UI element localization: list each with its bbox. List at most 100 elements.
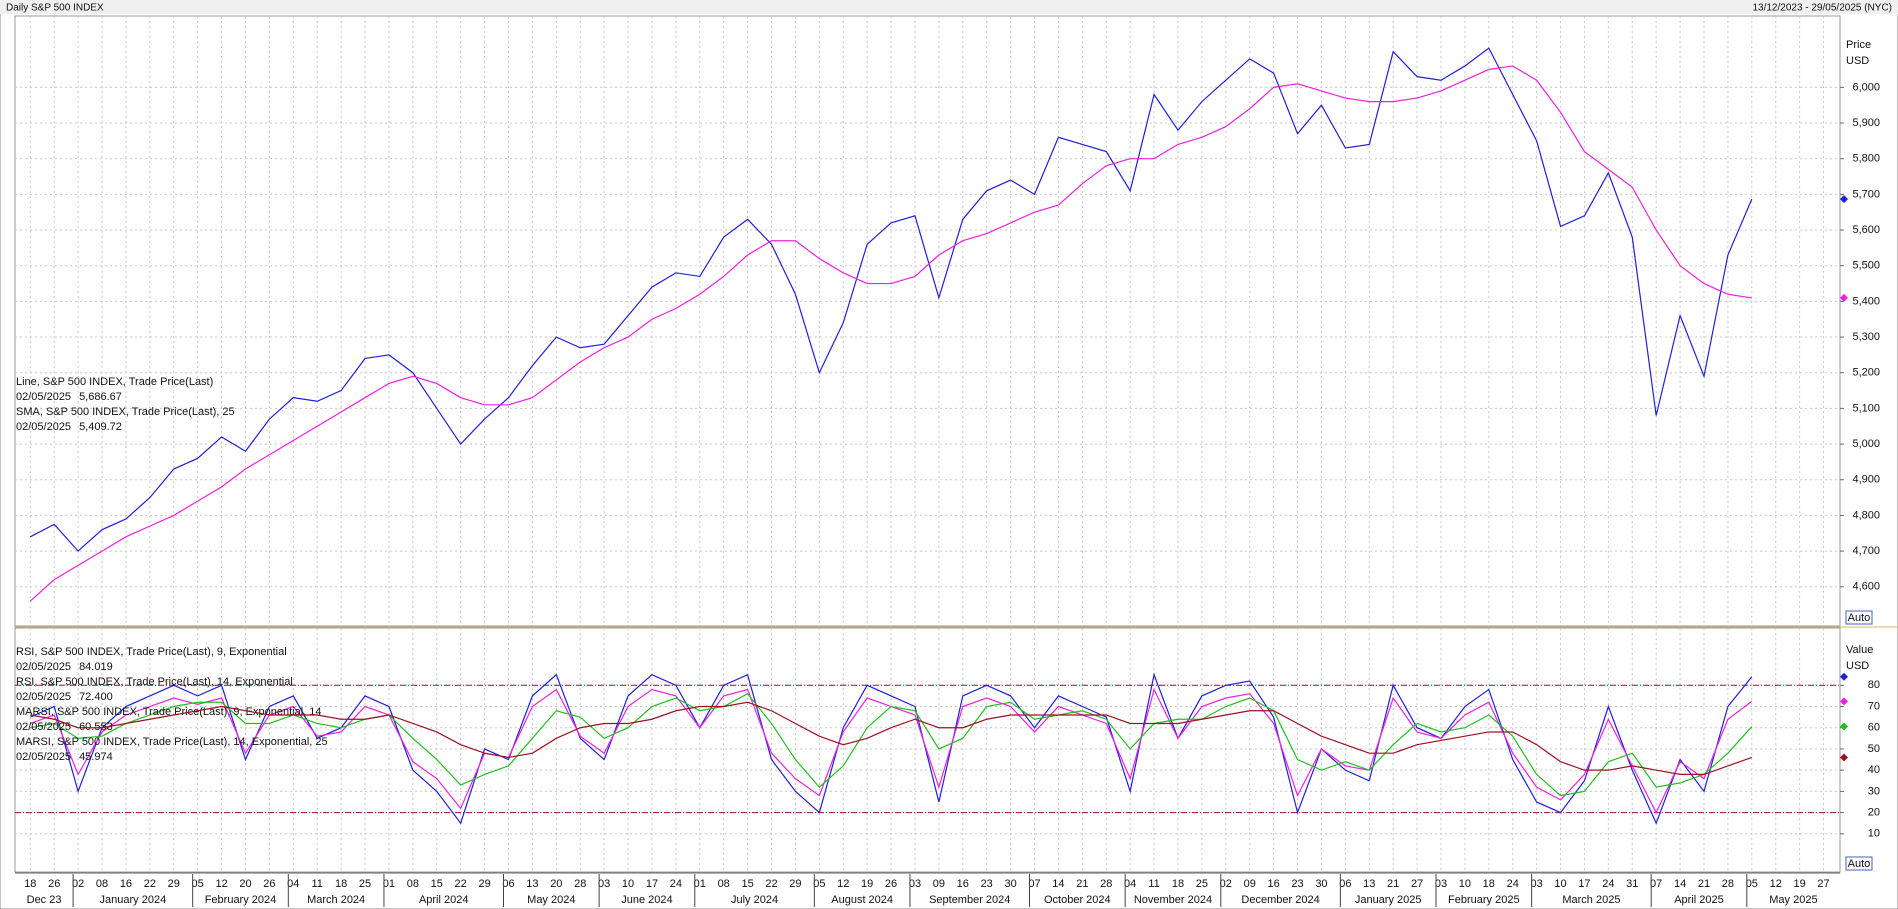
- month-label: Dec 23: [27, 894, 62, 906]
- legend-value: 02/05/2025 5,686.67: [16, 391, 122, 403]
- x-tick-label: 26: [48, 878, 60, 890]
- price-panel: [14, 15, 1841, 627]
- x-tick-label: 19: [861, 878, 873, 890]
- x-tick-label: 17: [646, 878, 658, 890]
- auto-button[interactable]: [1845, 610, 1873, 625]
- x-tick-label: 08: [96, 878, 108, 890]
- legend-value: 02/05/2025 60.553: [16, 721, 113, 733]
- legend-value: 02/05/2025 84.019: [16, 661, 113, 673]
- x-tick-label: 08: [718, 878, 730, 890]
- y-tick-label: 60: [1868, 722, 1880, 734]
- month-label: January 2024: [100, 894, 167, 906]
- x-tick-label: 20: [239, 878, 251, 890]
- legend-name: Line, S&P 500 INDEX, Trade Price(Last): [16, 376, 213, 388]
- month-label: September 2024: [929, 894, 1010, 906]
- x-tick-label: 29: [789, 878, 801, 890]
- legend-last: 45.974: [79, 751, 113, 763]
- x-tick-label: 03: [909, 878, 921, 890]
- x-tick-label: 15: [431, 878, 443, 890]
- legend-value: 02/05/2025 45.974: [16, 751, 113, 763]
- x-tick-label: 22: [765, 878, 777, 890]
- month-label: February 2025: [1448, 894, 1520, 906]
- legend-last: 72.400: [79, 691, 113, 703]
- auto-button-label[interactable]: Auto: [1848, 858, 1871, 870]
- x-tick-label: 21: [1698, 878, 1710, 890]
- x-tick-label: 16: [957, 878, 969, 890]
- month-label: January 2025: [1355, 894, 1422, 906]
- y-tick-label: 5,800: [1852, 153, 1880, 165]
- y-tick-label: 5,600: [1852, 224, 1880, 236]
- last-value-marker: [1840, 753, 1848, 762]
- x-tick-label: 21: [1076, 878, 1088, 890]
- x-tick-label: 22: [144, 878, 156, 890]
- series-line: [30, 47, 1753, 552]
- y-tick-label: 50: [1868, 743, 1880, 755]
- x-tick-label: 08: [407, 878, 419, 890]
- x-tick-label: 09: [1244, 878, 1256, 890]
- legend-name: RSI, S&P 500 INDEX, Trade Price(Last), 1…: [16, 676, 293, 688]
- y-tick-label: 80: [1868, 679, 1880, 691]
- y-axis-label: Price: [1846, 39, 1871, 51]
- x-tick-label: 12: [837, 878, 849, 890]
- x-tick-label: 02: [1220, 878, 1232, 890]
- x-tick-label: 18: [24, 878, 36, 890]
- month-label: December 2024: [1241, 894, 1319, 906]
- x-tick-label: 11: [312, 878, 323, 890]
- x-tick-label: 07: [1650, 878, 1662, 890]
- x-tick-label: 14: [1052, 878, 1064, 890]
- x-tick-label: 01: [383, 878, 395, 890]
- y-tick-label: 30: [1868, 785, 1880, 797]
- x-tick-label: 02: [72, 878, 84, 890]
- x-tick-label: 04: [1124, 878, 1136, 890]
- x-tick-label: 28: [1722, 878, 1734, 890]
- legend-last: 5,409.72: [79, 421, 122, 433]
- x-tick-label: 16: [120, 878, 132, 890]
- y-tick-label: 40: [1868, 764, 1880, 776]
- y-tick-label: 5,500: [1852, 260, 1880, 272]
- y-tick-label: 5,400: [1852, 295, 1880, 307]
- x-tick-label: 20: [550, 878, 562, 890]
- legend-date: 02/05/2025: [16, 661, 71, 673]
- x-tick-label: 06: [502, 878, 514, 890]
- x-tick-label: 16: [1267, 878, 1279, 890]
- y-tick-label: 5,000: [1852, 438, 1880, 450]
- legend-name: MARSI, S&P 500 INDEX, Trade Price(Last),…: [16, 736, 328, 748]
- legend-date: 02/05/2025: [16, 421, 71, 433]
- month-label: November 2024: [1134, 894, 1212, 906]
- y-tick-label: 70: [1868, 700, 1880, 712]
- x-tick-label: 30: [1315, 878, 1327, 890]
- auto-button[interactable]: [1845, 856, 1873, 871]
- legend-date: 02/05/2025: [16, 391, 71, 403]
- month-label: March 2024: [307, 894, 365, 906]
- x-tick-label: 26: [263, 878, 275, 890]
- x-tick-label: 31: [1626, 878, 1638, 890]
- month-label: April 2024: [419, 894, 469, 906]
- x-tick-label: 23: [1291, 878, 1303, 890]
- x-tick-label: 30: [1004, 878, 1016, 890]
- x-tick-label: 28: [574, 878, 586, 890]
- month-label: October 2024: [1044, 894, 1111, 906]
- x-tick-label: 15: [741, 878, 753, 890]
- x-tick-label: 14: [1674, 878, 1686, 890]
- indicator-panel: [14, 627, 1841, 873]
- x-tick-label: 05: [813, 878, 825, 890]
- legend-name: MARSI, S&P 500 INDEX, Trade Price(Last),…: [16, 706, 322, 718]
- series-line: [29, 65, 1752, 602]
- x-tick-label: 29: [168, 878, 180, 890]
- x-tick-label: 22: [455, 878, 467, 890]
- y-tick-label: 6,000: [1852, 81, 1880, 93]
- y-tick-label: 4,900: [1852, 474, 1880, 486]
- y-tick-label: 5,700: [1852, 188, 1880, 200]
- x-tick-label: 04: [287, 878, 299, 890]
- x-tick-label: 13: [526, 878, 538, 890]
- x-tick-label: 03: [1435, 878, 1447, 890]
- auto-button-label[interactable]: Auto: [1848, 612, 1871, 624]
- month-label: April 2025: [1674, 894, 1724, 906]
- y-tick-label: 4,700: [1852, 545, 1880, 557]
- last-value-marker: [1840, 697, 1848, 706]
- x-tick-label: 11: [1148, 878, 1159, 890]
- month-label: May 2024: [527, 894, 575, 906]
- x-tick-label: 13: [1363, 878, 1375, 890]
- y-tick-label: 5,100: [1852, 402, 1880, 414]
